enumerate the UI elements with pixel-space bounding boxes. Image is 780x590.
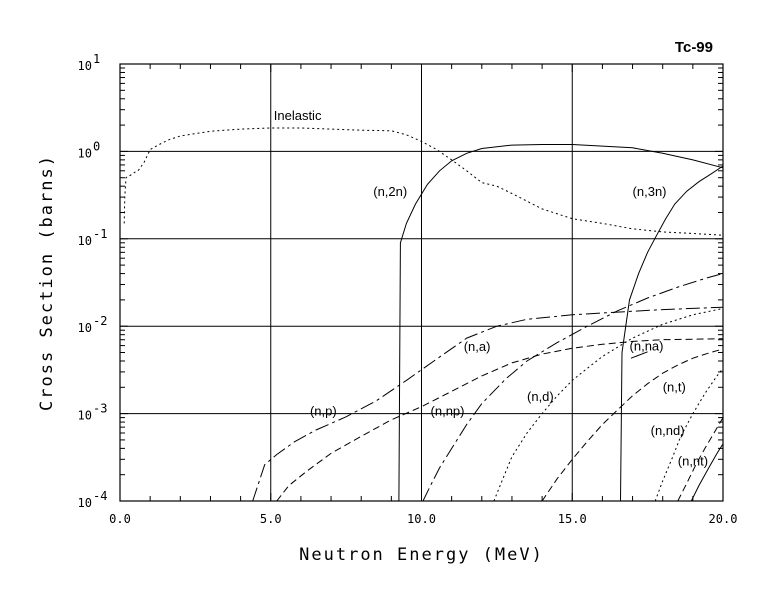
series-group — [123, 127, 724, 502]
y-axis-title: Cross Section (barns) — [37, 154, 57, 411]
series-line — [123, 127, 724, 236]
y-tick-label: 10 — [78, 496, 92, 510]
series-label: (n,nd) — [651, 423, 685, 438]
series-line — [630, 351, 648, 359]
chart-title: Tc-99 — [675, 39, 713, 56]
series-line — [541, 348, 724, 502]
series-line — [276, 338, 724, 502]
y-tick-exponent: -3 — [93, 402, 107, 416]
series-line — [620, 165, 724, 502]
series-label: (n,t) — [663, 379, 686, 394]
series-label: (n,a) — [464, 339, 491, 354]
series-label: (n,np) — [431, 404, 465, 419]
series-label: (n,p) — [310, 404, 337, 419]
y-tick-exponent: 1 — [93, 52, 100, 66]
y-tick-exponent: 0 — [93, 139, 100, 153]
y-tick-exponent: -4 — [93, 489, 107, 503]
y-tick-exponent: -2 — [93, 314, 107, 328]
series-line — [493, 307, 724, 502]
x-axis-title: Neutron Energy (MeV) — [299, 545, 544, 565]
y-tick-label: 10 — [78, 321, 92, 335]
y-tick-label: 10 — [78, 146, 92, 160]
series-line — [252, 306, 724, 502]
x-tick-label: 0.0 — [109, 512, 131, 526]
y-tick-label: 10 — [78, 409, 92, 423]
series-label: (n,nt) — [678, 453, 708, 468]
series-line — [677, 417, 724, 502]
y-tick-label: 10 — [78, 234, 92, 248]
y-tick-exponent: -1 — [93, 227, 107, 241]
grid-lines — [120, 64, 723, 501]
series-line — [398, 144, 724, 502]
series-label: (n,2n) — [373, 184, 407, 199]
x-tick-label: 5.0 — [260, 512, 282, 526]
series-line — [422, 273, 724, 502]
series-label: (n,3n) — [633, 184, 667, 199]
series-line — [654, 367, 724, 502]
series-labels: Inelastic (n,2n) (n,3n) (n,p) (n,a) (n,np) (n,… — [274, 108, 708, 469]
series-label: (n,d) — [527, 389, 554, 404]
series-line — [690, 443, 724, 502]
series-label: Inelastic — [274, 108, 322, 123]
x-tick-label: 15.0 — [558, 512, 587, 526]
x-tick-label: 20.0 — [709, 512, 738, 526]
y-tick-label: 10 — [78, 59, 92, 73]
x-tick-label: 10.0 — [407, 512, 436, 526]
series-label: (n,na) — [630, 338, 664, 353]
